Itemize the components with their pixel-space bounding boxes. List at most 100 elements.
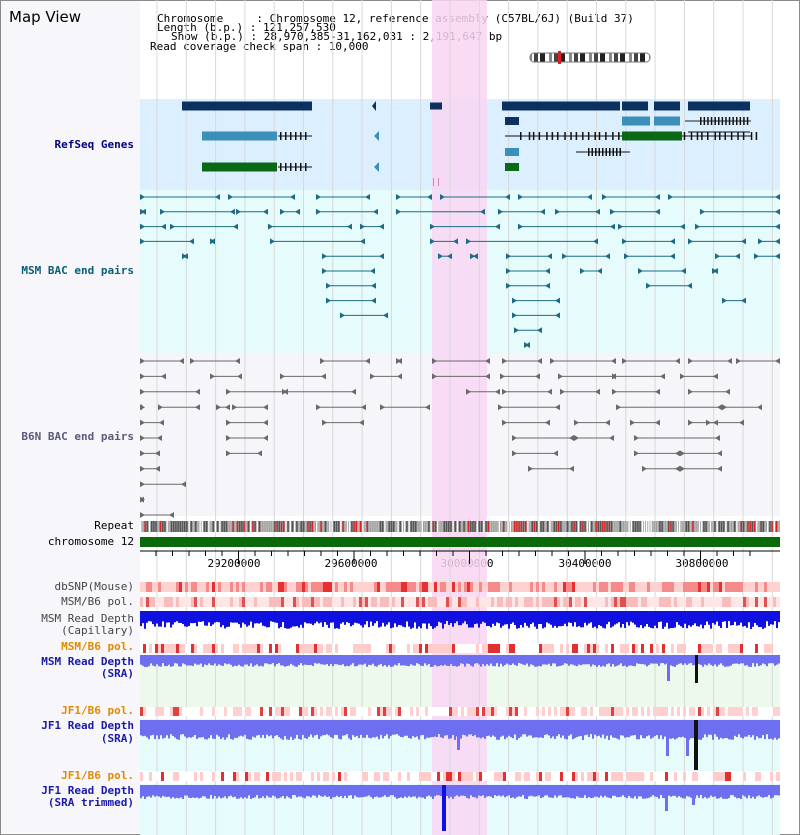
depth-bar [372,720,374,738]
depth-bar [334,655,336,665]
heat-cell [380,707,383,716]
track-label-jf1-trim-1[interactable]: JF1 Read Depth [41,784,134,797]
heat-cell [350,644,353,653]
track-label-dbsnp[interactable]: dbSNP(Mouse) [54,580,134,593]
heat-cell [182,707,185,716]
heat-cell [641,644,644,653]
heat-cell [425,582,428,592]
depth-bar [282,785,284,797]
track-label-msm-b6-pol[interactable]: MSM/B6 pol. [61,595,134,608]
heat-cell [293,772,296,781]
track-label-msm-b6-pol-sra[interactable]: MSM/B6 pol. [61,640,134,653]
heat-cell [167,772,170,781]
depth-bar [498,611,500,624]
heat-cell [203,772,206,781]
heat-cell [341,707,344,716]
heat-cell [281,772,284,781]
bac-end-icon [430,238,435,245]
heat-cell [542,707,545,716]
repeat-element [701,521,703,532]
heat-cell [770,597,773,607]
track-label-msm-bac[interactable]: MSM BAC end pairs [21,264,134,277]
track-label-b6n-bac[interactable]: B6N BAC end pairs [21,430,134,443]
heat-cell [314,582,317,592]
depth-bar [462,785,464,796]
repeat-element [698,521,701,532]
bac-end-icon [195,404,200,411]
depth-bar [624,611,626,628]
heat-cell [338,707,341,716]
depth-bar [416,785,418,799]
chromosome-ideogram-icon[interactable] [529,51,651,64]
repeat-track[interactable] [140,521,780,532]
heat-cell [713,772,716,781]
depth-bar [256,611,258,624]
bac-end-icon [605,253,610,260]
heat-cell [620,597,623,607]
msm-bac-track[interactable] [140,194,780,348]
repeat-element [201,521,203,532]
depth-bar [308,655,310,666]
depth-bar [194,785,196,799]
heat-cell [239,707,242,716]
track-label-jf1-b6-pol[interactable]: JF1/B6 pol. [61,704,134,717]
bac-end-icon [365,194,370,200]
msm-b6-pol-track[interactable] [140,597,780,607]
depth-bar [166,720,168,736]
jf1-b6-pol-track[interactable] [140,707,780,716]
depth-bar [592,720,594,739]
genome-browser-panel[interactable] [140,0,780,835]
jf1-depth-trimmed-track[interactable] [140,785,780,831]
heat-cell [479,707,482,716]
heat-cell [443,644,446,653]
depth-bar [514,611,516,626]
depth-bar [502,785,504,796]
jf1-b6-pol-track-2[interactable] [140,772,780,781]
heat-cell [425,644,428,653]
heat-cell [566,597,569,607]
heat-cell [368,597,371,607]
heat-cell [140,644,143,653]
heat-cell [206,582,209,592]
track-label-jf1-depth-1[interactable]: JF1 Read Depth [41,719,134,732]
track-label-repeat[interactable]: Repeat [94,519,134,532]
msm-depth-sra-track[interactable] [140,655,780,683]
repeat-element [723,521,725,532]
track-label-msm-depth-cap-1[interactable]: MSM Read Depth [41,612,134,625]
heat-cell [770,772,773,781]
dbsnp-track[interactable] [140,582,780,592]
refseq-genes-track[interactable] [182,101,758,186]
depth-bar [470,785,472,796]
depth-bar [634,785,636,797]
heat-cell [584,597,587,607]
msm-depth-capillary-track[interactable] [140,611,780,629]
msm-b6-pol-sra-track[interactable] [140,644,780,653]
heat-cell [410,582,413,592]
heat-cell [335,707,338,716]
heat-cell [668,597,671,607]
heat-cell [593,582,596,592]
track-label-refseq-genes[interactable]: RefSeq Genes [54,138,134,151]
b6n-bac-track[interactable] [140,358,780,518]
heat-cell [572,707,575,716]
track-label-msm-depth-sra-1[interactable]: MSM Read Depth [41,655,134,668]
heat-cell [377,597,380,607]
depth-bar [548,655,550,664]
heat-cell [335,772,338,781]
jf1-depth-sra-track[interactable] [140,720,780,770]
depth-bar [574,655,576,666]
track-label-jf1-b6-pol-2[interactable]: JF1/B6 pol. [61,769,134,782]
repeat-element [663,521,665,532]
highlight-region[interactable] [432,0,487,835]
depth-bar [492,720,494,736]
heat-cell [677,644,680,653]
heat-cell [779,597,780,607]
bac-end-icon [295,208,300,215]
depth-bar [364,785,366,797]
depth-bar [594,655,596,666]
heat-cell [704,582,707,592]
depth-bar [442,720,444,739]
depth-bar [692,720,694,739]
heat-cell [437,582,440,592]
heat-cell [209,772,212,781]
